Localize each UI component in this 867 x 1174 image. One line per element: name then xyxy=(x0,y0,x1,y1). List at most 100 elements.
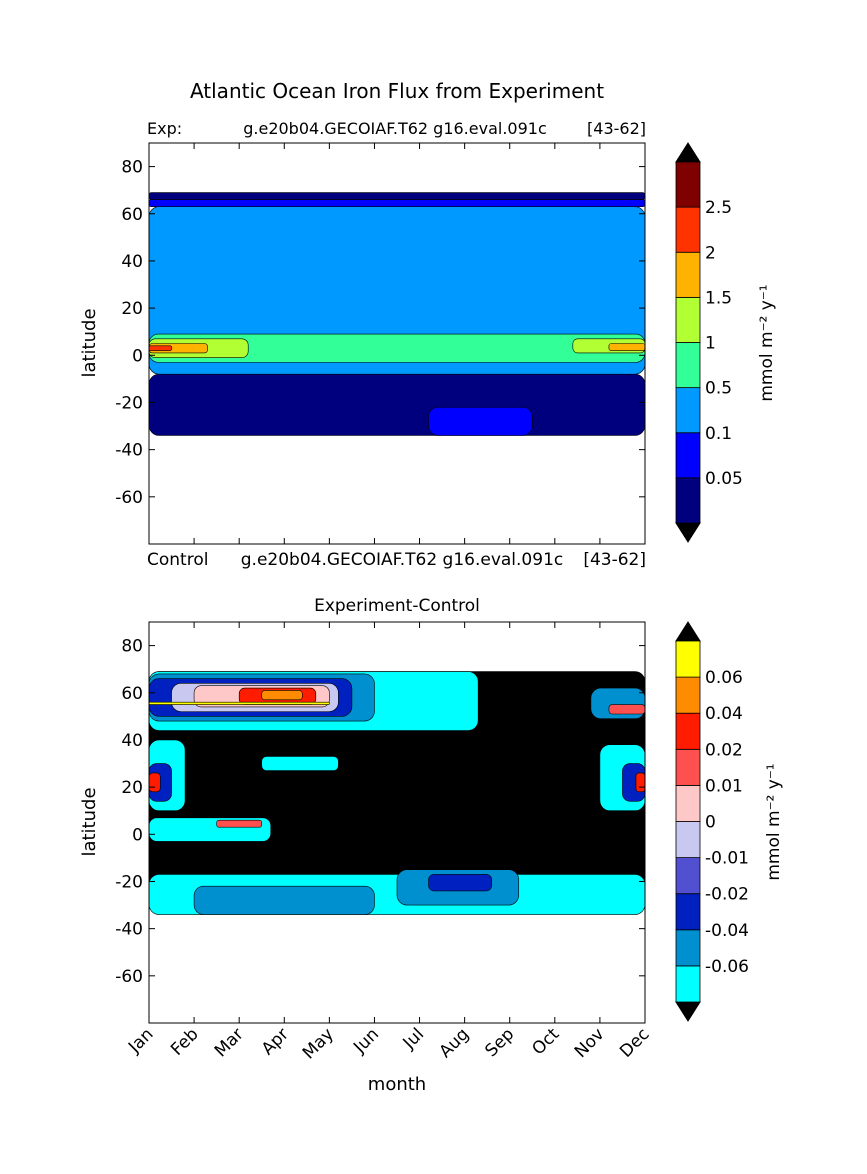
top-colorbar-swatch xyxy=(675,477,701,524)
top-region-1 xyxy=(428,406,533,436)
bottom-colorbar-swatch xyxy=(675,857,701,895)
top-colorbar-level-label: 0.05 xyxy=(705,469,743,489)
bottom-region-20 xyxy=(635,772,645,793)
top-colorbar-level-label: 1 xyxy=(705,334,716,354)
bottom-region-23 xyxy=(216,819,263,828)
top-colorbar-level-label: 1.5 xyxy=(705,288,732,308)
control-center-label: g.e20b04.GECOIAF.T62 g16.eval.091c xyxy=(241,550,563,570)
top-colorbar-swatch xyxy=(675,206,701,253)
bottom-colorbar-label: mmol m⁻² y⁻¹ xyxy=(764,763,784,880)
top-colorbar-swatch xyxy=(675,296,701,343)
top-region-10 xyxy=(608,343,645,351)
bottom-colorbar-swatch xyxy=(675,965,701,1003)
xtick-label-mar: Mar xyxy=(211,1024,248,1061)
xtick-label-jul: Jul xyxy=(399,1024,428,1053)
top-ytick-label: 40 xyxy=(121,252,143,272)
xtick-label-dec: Dec xyxy=(616,1024,653,1061)
bottom-colorbar-swatch xyxy=(675,785,701,822)
bottom-ytick-label: -40 xyxy=(115,920,143,940)
top-left-label: Exp: xyxy=(147,119,182,138)
top-colorbar-level-label: 0.5 xyxy=(705,379,732,399)
bottom-ytick-label: 40 xyxy=(121,731,143,751)
figure-title: Atlantic Ocean Iron Flux from Experiment xyxy=(190,79,604,103)
bottom-x-axis-label: month xyxy=(368,1074,426,1095)
bottom-ytick-label: -20 xyxy=(115,872,143,892)
xtick-label-may: May xyxy=(299,1024,338,1063)
bottom-ytick-label: 20 xyxy=(121,778,143,798)
bottom-region-21 xyxy=(261,756,339,771)
bottom-heatmap xyxy=(149,671,645,915)
top-colorbar-level-label: 2.5 xyxy=(705,198,732,218)
bottom-ytick-label: 0 xyxy=(132,825,143,845)
bottom-region-12 xyxy=(149,701,330,705)
bottom-colorbar-swatch xyxy=(675,893,701,931)
top-colorbar-swatch xyxy=(675,161,701,208)
xtick-label-nov: Nov xyxy=(571,1024,609,1062)
bottom-y-axis: 80 60 40 20 0 -20 -40 -60 xyxy=(115,637,645,987)
top-region-4 xyxy=(149,192,645,200)
bottom-region-11 xyxy=(261,690,303,701)
top-colorbar-label: mmol m⁻² y⁻¹ xyxy=(757,284,777,401)
top-colorbar-swatch xyxy=(675,342,701,389)
bottom-colorbar-swatch xyxy=(675,929,701,967)
bottom-colorbar-swatch xyxy=(675,821,701,858)
top-colorbar-swatch xyxy=(675,387,701,434)
xtick-label-aug: Aug xyxy=(436,1024,474,1062)
bottom-y-axis-label: latitude xyxy=(79,787,100,856)
top-ytick-label: 60 xyxy=(121,205,143,225)
xtick-label-jun: Jun xyxy=(349,1024,383,1058)
top-region-8 xyxy=(149,345,172,351)
bottom-colorbar-extend-max xyxy=(675,621,701,642)
bottom-colorbar-level-label: -0.04 xyxy=(705,921,749,941)
xtick-label-sep: Sep xyxy=(481,1024,518,1061)
bottom-colorbar-swatch xyxy=(675,748,701,786)
bottom-panel: Experiment-Control 80 60 40 20 0 -20 -40 -60 Ja… xyxy=(79,596,784,1095)
top-ytick-label: 20 xyxy=(121,299,143,319)
bottom-colorbar-swatch xyxy=(675,712,701,750)
bottom-ytick-label: -60 xyxy=(115,967,143,987)
top-right-label: [43-62] xyxy=(587,119,646,138)
top-panel: Exp: g.e20b04.GECOIAF.T62 g16.eval.091c … xyxy=(79,119,777,570)
bottom-region-14 xyxy=(608,704,645,715)
bottom-ytick-label: 80 xyxy=(121,637,143,657)
bottom-colorbar-level-label: 0.06 xyxy=(705,668,743,688)
bottom-ytick-label: 60 xyxy=(121,684,143,704)
control-right-label: [43-62] xyxy=(583,550,646,570)
xtick-label-jan: Jan xyxy=(124,1024,157,1057)
bottom-colorbar-extend-min xyxy=(675,1001,701,1022)
top-region-0 xyxy=(149,373,645,436)
bottom-colorbar-swatch xyxy=(675,640,701,678)
xtick-label-oct: Oct xyxy=(528,1024,563,1059)
top-colorbar-extend-min xyxy=(675,522,701,543)
top-x-ticks xyxy=(148,143,646,544)
bottom-title: Experiment-Control xyxy=(314,596,480,616)
bottom-colorbar-level-label: 0 xyxy=(705,813,716,833)
xtick-label-feb: Feb xyxy=(167,1024,202,1059)
top-y-axis: 80 60 40 20 0 -20 -40 -60 xyxy=(115,158,645,508)
bottom-colorbar-level-label: 0.02 xyxy=(705,740,743,760)
top-heatmap xyxy=(149,192,645,436)
bottom-region-17 xyxy=(149,772,161,793)
bottom-colorbar-swatch xyxy=(675,676,701,714)
bottom-plot-frame xyxy=(148,621,646,1024)
top-plot-frame xyxy=(148,142,646,545)
top-ytick-label: 0 xyxy=(132,346,143,366)
top-colorbar-extend-max xyxy=(675,142,701,163)
top-colorbar-swatch xyxy=(675,432,701,479)
top-ytick-label: 80 xyxy=(121,158,143,178)
control-label: Control xyxy=(147,550,208,570)
bottom-colorbar-level-label: -0.01 xyxy=(705,849,749,869)
top-ytick-label: -60 xyxy=(115,488,143,508)
top-region-3 xyxy=(149,199,645,207)
top-colorbar-level-label: 0.1 xyxy=(705,424,732,444)
bottom-region-4 xyxy=(428,874,492,892)
bottom-colorbar-level-label: -0.02 xyxy=(705,885,749,905)
bottom-colorbar-level-label: -0.06 xyxy=(705,957,749,977)
top-colorbar-level-label: 2 xyxy=(705,243,716,263)
bottom-colorbar: -0.06 -0.04 -0.02 -0.01 0 0.01 0.02 0.04 0.06 xyxy=(675,621,749,1022)
top-ytick-label: -40 xyxy=(115,441,143,461)
bottom-colorbar-level-label: 0.01 xyxy=(705,776,743,796)
top-y-axis-label: latitude xyxy=(79,308,100,377)
top-colorbar-swatch xyxy=(675,251,701,298)
